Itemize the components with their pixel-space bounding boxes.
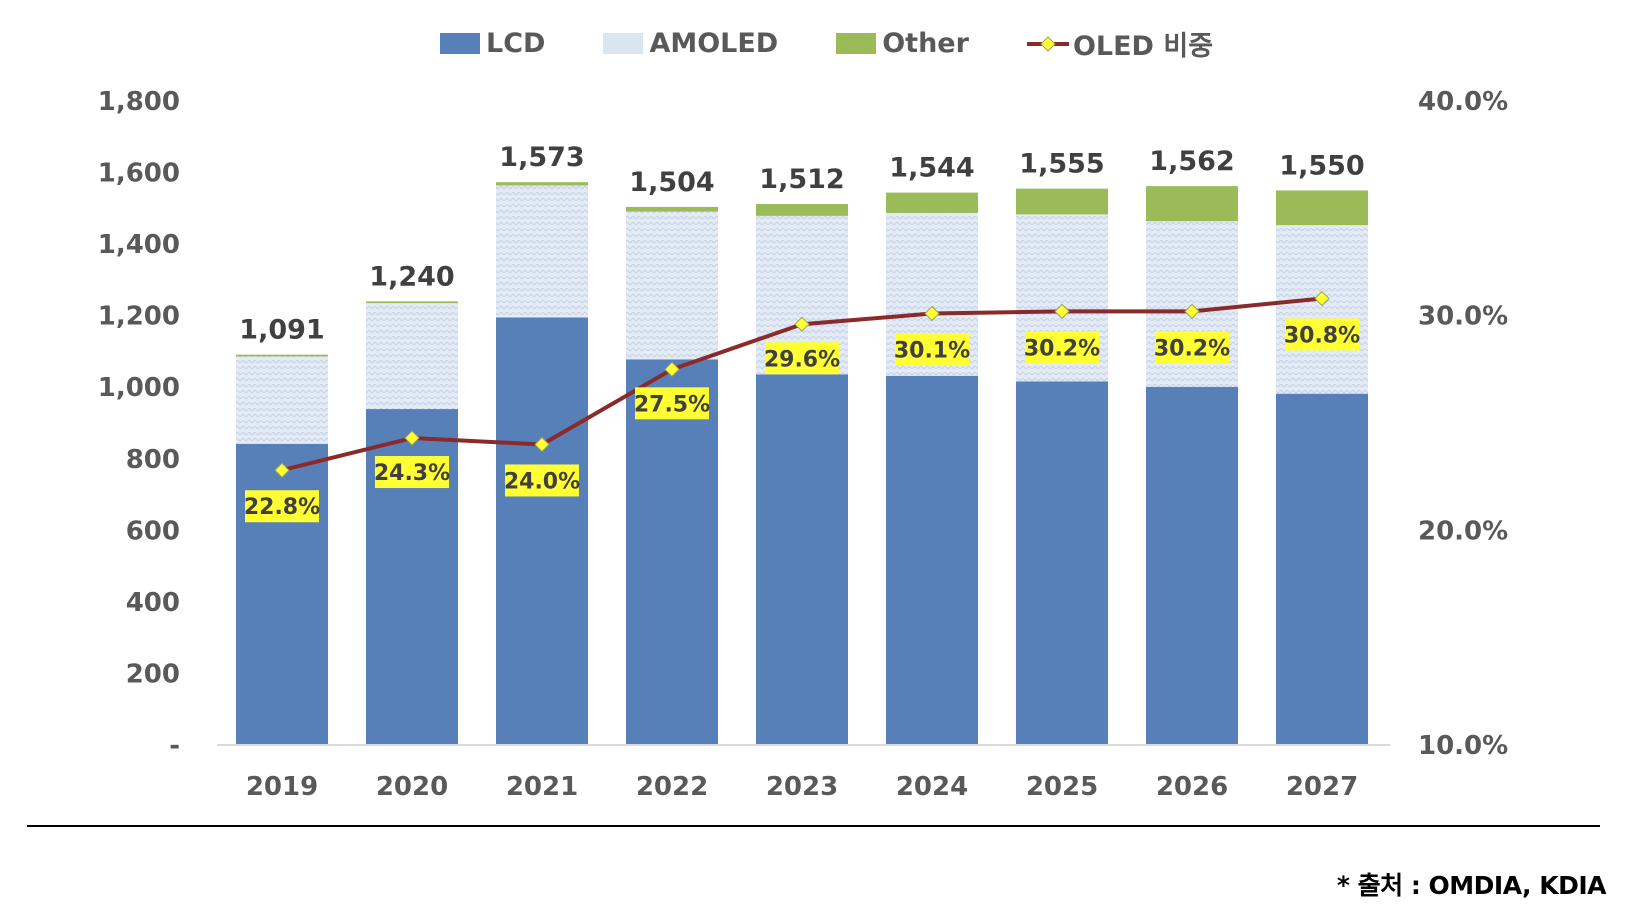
y-right-tick-label: 10.0%	[1418, 731, 1508, 761]
x-tick-label: 2026	[1156, 772, 1228, 802]
x-tick-label: 2019	[246, 772, 318, 802]
bar-amoled	[626, 212, 718, 360]
x-tick-label: 2024	[896, 772, 968, 802]
oled-share-data-label: 30.1%	[894, 339, 970, 364]
bar-total-label: 1,240	[369, 261, 454, 292]
y-right-tick-label: 30.0%	[1418, 302, 1508, 332]
y-left-tick-label: 600	[126, 516, 180, 546]
bar-lcd	[1146, 387, 1238, 745]
source-note: * 출처 : OMDIA, KDIA	[1337, 866, 1606, 902]
y-right-tick-label: 20.0%	[1418, 516, 1508, 546]
x-tick-label: 2020	[376, 772, 448, 802]
bar-total-label: 1,573	[499, 142, 584, 173]
bar-lcd	[886, 376, 978, 745]
bar-other	[236, 355, 328, 357]
y-left-tick-label: 1,000	[98, 373, 180, 403]
lcd-swatch	[440, 33, 480, 54]
bar-total-label: 1,562	[1149, 146, 1234, 177]
x-tick-label: 2027	[1286, 772, 1358, 802]
y-left-tick-label: 800	[126, 445, 180, 475]
oled-share-data-label: 30.2%	[1024, 336, 1100, 361]
y-left-tick-label: 1,200	[98, 302, 180, 332]
line-marker-swatch	[1027, 33, 1069, 55]
bar-other	[626, 207, 718, 212]
bar-total-label: 1,550	[1279, 150, 1364, 181]
oled-share-data-label: 30.8%	[1284, 323, 1360, 348]
other-swatch	[836, 33, 876, 54]
bar-total-label: 1,555	[1019, 149, 1104, 180]
legend-item-other: Other	[836, 28, 969, 59]
legend-label-amoled: AMOLED	[649, 28, 778, 59]
legend-label-other: Other	[882, 28, 969, 59]
y-left-tick-label: 400	[126, 588, 180, 618]
bar-total-label: 1,504	[629, 167, 714, 198]
y-right-tick-label: 40.0%	[1418, 87, 1508, 117]
legend-item-amoled: AMOLED	[603, 28, 778, 59]
bar-other	[1146, 186, 1238, 221]
y-left-tick-label: 1,800	[98, 87, 180, 117]
bar-amoled	[496, 185, 588, 317]
y-left-tick-label: -	[169, 731, 180, 761]
legend-item-oled-share: OLED 비중	[1027, 24, 1213, 63]
oled-share-data-label: 24.0%	[504, 469, 580, 494]
bar-other	[886, 193, 978, 213]
bar-amoled	[236, 356, 328, 443]
oled-share-data-label: 22.8%	[244, 495, 320, 520]
oled-share-data-label: 24.3%	[374, 461, 450, 486]
x-tick-label: 2023	[766, 772, 838, 802]
y-left-tick-label: 1,600	[98, 159, 180, 189]
oled-share-data-label: 29.6%	[764, 347, 840, 372]
amoled-swatch	[603, 33, 643, 54]
bar-lcd	[496, 317, 588, 745]
bar-lcd	[1276, 394, 1368, 745]
y-left-tick-label: 1,400	[98, 230, 180, 260]
y-left-tick-label: 200	[126, 659, 180, 689]
legend-label-lcd: LCD	[486, 28, 545, 59]
legend-label-oled-share: OLED 비중	[1073, 24, 1213, 63]
bar-lcd	[236, 444, 328, 745]
bar-other	[756, 204, 848, 216]
bar-amoled	[366, 303, 458, 409]
bar-total-label: 1,091	[239, 315, 324, 346]
bar-other	[496, 182, 588, 185]
stacked-bar-line-chart: 22.8% 24.3% 24.0% 27.5% 29.6% 30.1% 30.2% 30.2%…	[0, 0, 1628, 922]
bar-other	[1016, 189, 1108, 215]
chart-legend: LCD AMOLED Other OLED 비중	[440, 24, 1213, 63]
x-tick-label: 2025	[1026, 772, 1098, 802]
bar-other	[1276, 190, 1368, 225]
bar-amoled	[1276, 225, 1368, 394]
bar-total-label: 1,544	[889, 153, 974, 184]
oled-share-data-label: 30.2%	[1154, 336, 1230, 361]
bar-other	[366, 301, 458, 303]
legend-item-lcd: LCD	[440, 28, 545, 59]
x-tick-label: 2021	[506, 772, 578, 802]
bar-total-label: 1,512	[759, 164, 844, 195]
bar-lcd	[1016, 381, 1108, 745]
x-tick-label: 2022	[636, 772, 708, 802]
bar-lcd	[756, 374, 848, 745]
oled-share-data-label: 27.5%	[634, 392, 710, 417]
